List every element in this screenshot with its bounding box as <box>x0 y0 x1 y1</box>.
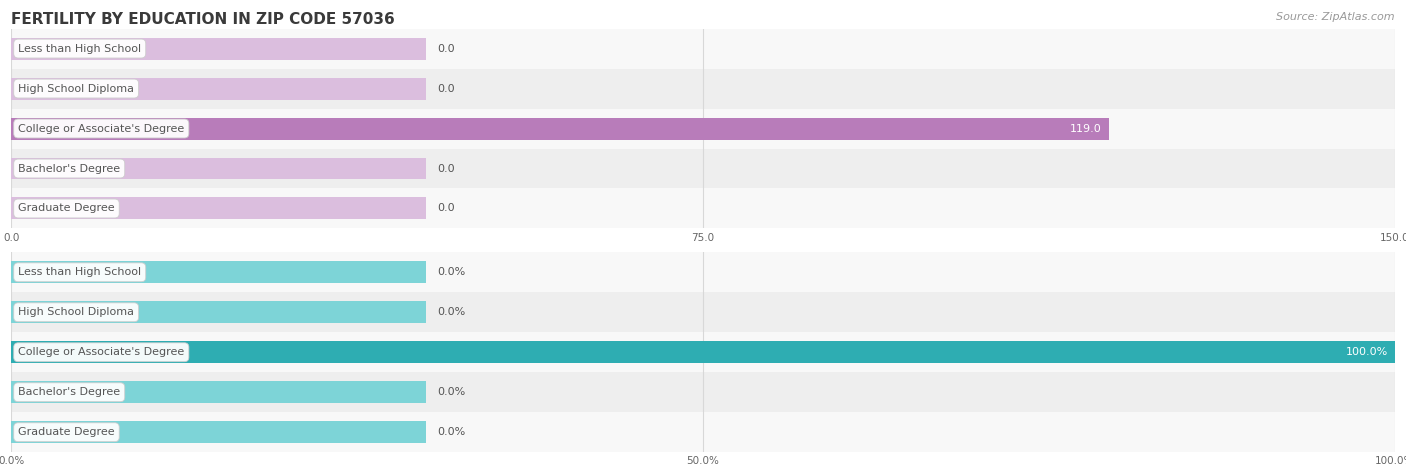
Text: Graduate Degree: Graduate Degree <box>18 427 115 437</box>
Bar <box>11 69 1395 109</box>
Bar <box>11 421 426 443</box>
Bar <box>11 252 1395 292</box>
Bar <box>11 261 426 283</box>
Bar <box>11 381 426 403</box>
Bar <box>11 29 1395 69</box>
Bar <box>11 188 1395 228</box>
Text: High School Diploma: High School Diploma <box>18 83 134 94</box>
Bar <box>11 301 426 323</box>
Text: Bachelor's Degree: Bachelor's Degree <box>18 387 121 397</box>
Text: Less than High School: Less than High School <box>18 267 141 278</box>
Text: Graduate Degree: Graduate Degree <box>18 203 115 214</box>
Text: High School Diploma: High School Diploma <box>18 307 134 317</box>
Bar <box>11 109 1395 149</box>
Bar <box>11 332 1395 372</box>
Text: Bachelor's Degree: Bachelor's Degree <box>18 163 121 174</box>
Bar <box>11 158 426 179</box>
Bar <box>11 38 426 60</box>
Text: 0.0%: 0.0% <box>437 267 465 278</box>
Text: 0.0%: 0.0% <box>437 427 465 437</box>
Bar <box>11 78 426 99</box>
Text: College or Associate's Degree: College or Associate's Degree <box>18 123 184 134</box>
Bar <box>11 198 426 219</box>
Bar <box>11 372 1395 412</box>
Bar <box>11 118 1109 139</box>
Text: Less than High School: Less than High School <box>18 43 141 54</box>
Text: Source: ZipAtlas.com: Source: ZipAtlas.com <box>1277 12 1395 22</box>
Bar <box>11 341 1395 363</box>
Text: FERTILITY BY EDUCATION IN ZIP CODE 57036: FERTILITY BY EDUCATION IN ZIP CODE 57036 <box>11 12 395 27</box>
Text: 0.0: 0.0 <box>437 43 456 54</box>
Text: 0.0: 0.0 <box>437 163 456 174</box>
Bar <box>11 292 1395 332</box>
Text: 100.0%: 100.0% <box>1346 347 1388 357</box>
Text: 0.0: 0.0 <box>437 203 456 214</box>
Text: 0.0%: 0.0% <box>437 387 465 397</box>
Text: 0.0: 0.0 <box>437 83 456 94</box>
Text: 119.0: 119.0 <box>1070 123 1102 134</box>
Text: College or Associate's Degree: College or Associate's Degree <box>18 347 184 357</box>
Bar <box>11 149 1395 188</box>
Bar <box>11 412 1395 452</box>
Text: 0.0%: 0.0% <box>437 307 465 317</box>
